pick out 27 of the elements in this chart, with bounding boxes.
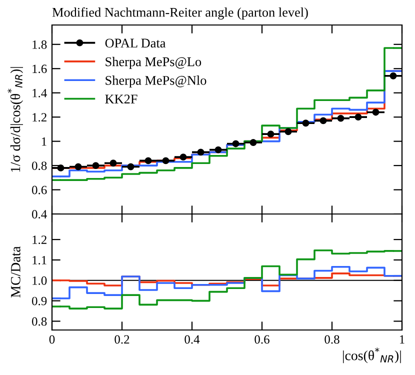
y-tick-label: 0.8: [32, 317, 47, 326]
y-tick-label: 0.6: [32, 186, 47, 194]
y-tick-label: 1.0: [32, 276, 47, 285]
x-axis-title: |cos(θ$^{*}$$_{NR}$)|: [343, 348, 401, 364]
x-tick-label: 0: [49, 335, 55, 344]
x-tick-label: 1: [400, 335, 404, 344]
chart-title: Modified Nachtmann-Reiter angle (parton level): [52, 7, 308, 20]
x-tick-label: 0.8: [324, 335, 340, 344]
legend-label: Sherpa MePs@Nlo: [106, 76, 206, 88]
y-tick-label: 1.2: [32, 113, 46, 122]
y-tick-label: 0.4: [32, 210, 47, 219]
y-axis-title: 1/σ dσ/d|cos(θ$^{*}$$_{NR}$)|: [7, 67, 24, 172]
y-tick-label: 1.1: [32, 256, 46, 264]
y-tick-label: 1.2: [32, 236, 46, 244]
y-axis-title: MC/Data: [11, 246, 20, 298]
y-tick-label: 0.9: [32, 296, 47, 306]
x-tick-label: 0.2: [114, 335, 130, 344]
y-tick-label: 1.8: [32, 40, 47, 49]
legend-label: OPAL Data: [105, 38, 166, 48]
x-tick-label: 0.6: [254, 335, 270, 344]
legend-label: KK2F: [105, 94, 138, 104]
x-tick-label: 0.4: [184, 335, 200, 344]
y-tick-label: 1.6: [32, 64, 47, 74]
y-tick-label: 0.8: [32, 162, 47, 170]
legend-label: Sherpa MePs@Lo: [106, 56, 202, 69]
y-tick-label: 1: [42, 137, 46, 146]
y-tick-label: 1.4: [32, 88, 47, 98]
